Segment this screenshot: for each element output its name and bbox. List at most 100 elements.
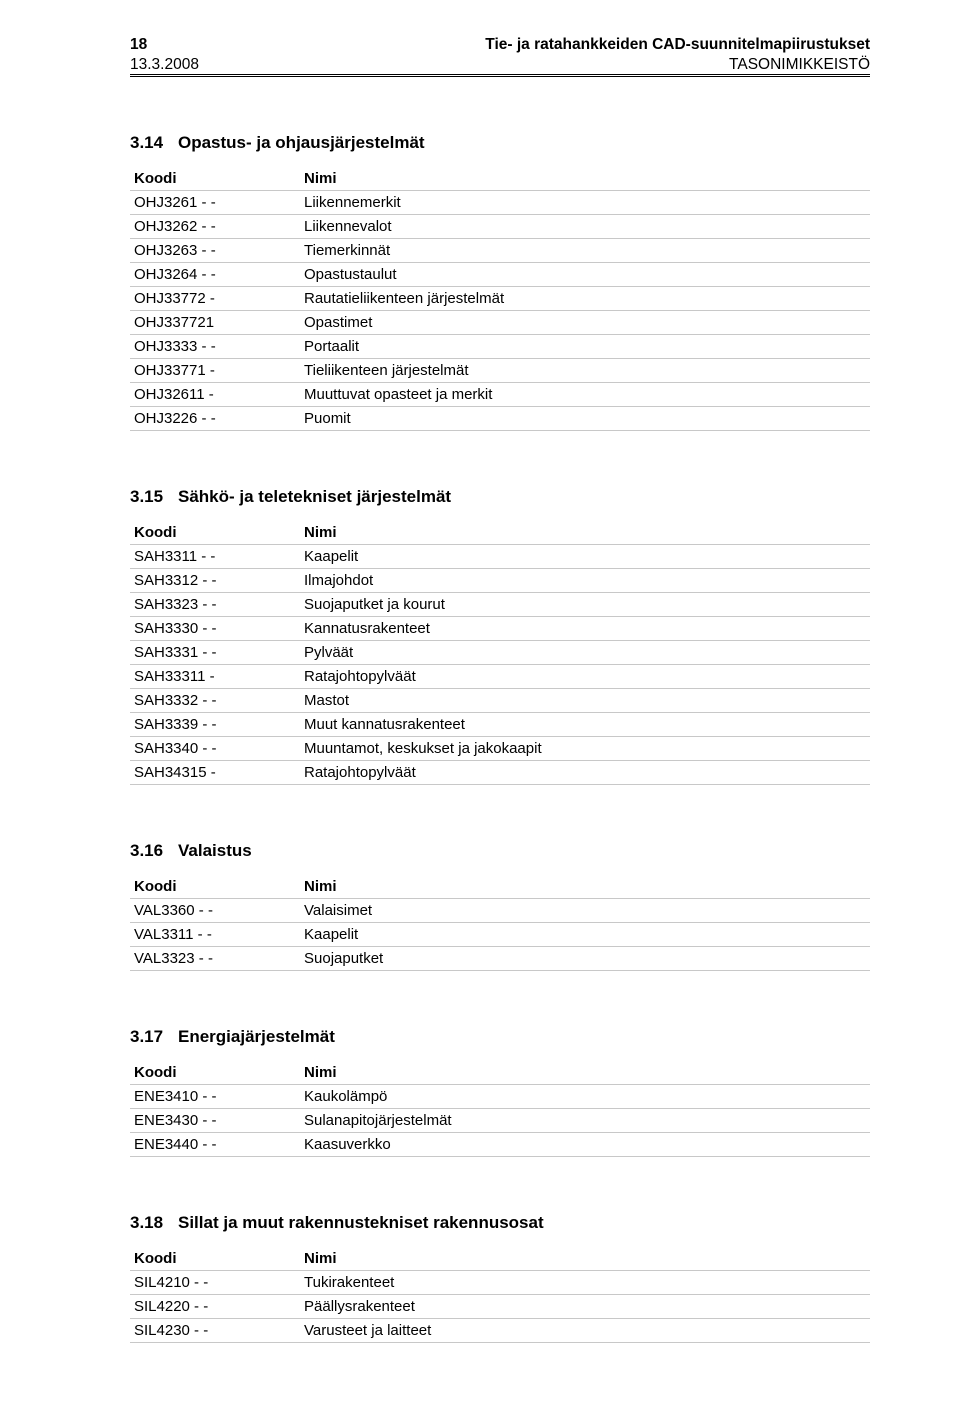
table-row: SAH3330 - -Kannatusrakenteet <box>130 617 870 641</box>
table-row: OHJ32611 -Muuttuvat opasteet ja merkit <box>130 383 870 407</box>
cell-name: Puomit <box>300 407 870 431</box>
cell-name: Muuntamot, keskukset ja jakokaapit <box>300 737 870 761</box>
codes-table: KoodiNimiSAH3311 - -KaapelitSAH3312 - -I… <box>130 521 870 785</box>
table-row: SAH34315 -Ratajohtopylväät <box>130 761 870 785</box>
table-row: OHJ33772 -Rautatieliikenteen järjestelmä… <box>130 287 870 311</box>
section-heading: 3.17Energiajärjestelmät <box>130 1027 870 1047</box>
cell-code: OHJ3261 - - <box>130 191 300 215</box>
cell-code: OHJ337721 <box>130 311 300 335</box>
cell-code: VAL3360 - - <box>130 899 300 923</box>
cell-name: Mastot <box>300 689 870 713</box>
table-row: SIL4220 - -Päällysrakenteet <box>130 1295 870 1319</box>
section-heading: 3.15Sähkö- ja teletekniset järjestelmät <box>130 487 870 507</box>
cell-name: Muuttuvat opasteet ja merkit <box>300 383 870 407</box>
cell-code: SAH3339 - - <box>130 713 300 737</box>
cell-name: Pylväät <box>300 641 870 665</box>
doc-subtitle: TASONIMIKKEISTÖ <box>729 56 870 74</box>
doc-title: Tie- ja ratahankkeiden CAD-suunnitelmapi… <box>167 36 870 54</box>
col-header-name: Nimi <box>300 875 870 899</box>
cell-code: OHJ33771 - <box>130 359 300 383</box>
table-row: SAH33311 -Ratajohtopylväät <box>130 665 870 689</box>
cell-name: Liikennemerkit <box>300 191 870 215</box>
table-row: SAH3311 - -Kaapelit <box>130 545 870 569</box>
table-row: OHJ3226 - -Puomit <box>130 407 870 431</box>
section-title-text: Energiajärjestelmät <box>178 1027 335 1046</box>
page: 18 Tie- ja ratahankkeiden CAD-suunnitelm… <box>0 0 960 1403</box>
cell-code: SAH3323 - - <box>130 593 300 617</box>
table-row: SAH3331 - -Pylväät <box>130 641 870 665</box>
table-row: SAH3340 - -Muuntamot, keskukset ja jakok… <box>130 737 870 761</box>
page-header-line2: 13.3.2008 TASONIMIKKEISTÖ <box>130 56 870 74</box>
col-header-code: Koodi <box>130 521 300 545</box>
table-row: SIL4210 - -Tukirakenteet <box>130 1271 870 1295</box>
cell-code: OHJ32611 - <box>130 383 300 407</box>
cell-code: OHJ3263 - - <box>130 239 300 263</box>
cell-code: SAH3340 - - <box>130 737 300 761</box>
cell-code: OHJ3264 - - <box>130 263 300 287</box>
section-number: 3.16 <box>130 841 178 861</box>
cell-name: Ratajohtopylväät <box>300 665 870 689</box>
col-header-code: Koodi <box>130 167 300 191</box>
cell-code: OHJ3226 - - <box>130 407 300 431</box>
cell-code: ENE3440 - - <box>130 1133 300 1157</box>
col-header-code: Koodi <box>130 875 300 899</box>
table-row: ENE3440 - -Kaasuverkko <box>130 1133 870 1157</box>
section-heading: 3.14Opastus- ja ohjausjärjestelmät <box>130 133 870 153</box>
col-header-code: Koodi <box>130 1247 300 1271</box>
cell-name: Varusteet ja laitteet <box>300 1319 870 1343</box>
page-number: 18 <box>130 36 147 54</box>
cell-code: VAL3311 - - <box>130 923 300 947</box>
table-row: VAL3360 - -Valaisimet <box>130 899 870 923</box>
col-header-code: Koodi <box>130 1061 300 1085</box>
cell-name: Ratajohtopylväät <box>300 761 870 785</box>
cell-code: VAL3323 - - <box>130 947 300 971</box>
section-number: 3.15 <box>130 487 178 507</box>
table-header-row: KoodiNimi <box>130 167 870 191</box>
page-header: 18 Tie- ja ratahankkeiden CAD-suunnitelm… <box>130 36 870 54</box>
table-row: OHJ3263 - -Tiemerkinnät <box>130 239 870 263</box>
codes-table: KoodiNimiVAL3360 - -ValaisimetVAL3311 - … <box>130 875 870 971</box>
sections-container: 3.14Opastus- ja ohjausjärjestelmätKoodiN… <box>130 133 870 1343</box>
cell-code: ENE3430 - - <box>130 1109 300 1133</box>
cell-code: SIL4210 - - <box>130 1271 300 1295</box>
cell-code: OHJ3262 - - <box>130 215 300 239</box>
cell-name: Kaapelit <box>300 923 870 947</box>
doc-date: 13.3.2008 <box>130 56 199 74</box>
col-header-name: Nimi <box>300 521 870 545</box>
section-number: 3.18 <box>130 1213 178 1233</box>
cell-name: Liikennevalot <box>300 215 870 239</box>
cell-name: Kaapelit <box>300 545 870 569</box>
table-row: OHJ3333 - -Portaalit <box>130 335 870 359</box>
cell-name: Kaasuverkko <box>300 1133 870 1157</box>
codes-table: KoodiNimiSIL4210 - -TukirakenteetSIL4220… <box>130 1247 870 1343</box>
table-row: OHJ337721Opastimet <box>130 311 870 335</box>
table-row: OHJ3261 - -Liikennemerkit <box>130 191 870 215</box>
cell-code: OHJ3333 - - <box>130 335 300 359</box>
cell-name: Valaisimet <box>300 899 870 923</box>
cell-code: SAH33311 - <box>130 665 300 689</box>
cell-code: SAH3312 - - <box>130 569 300 593</box>
table-row: OHJ3264 - -Opastustaulut <box>130 263 870 287</box>
cell-name: Opastustaulut <box>300 263 870 287</box>
col-header-name: Nimi <box>300 1061 870 1085</box>
cell-code: SAH3331 - - <box>130 641 300 665</box>
table-header-row: KoodiNimi <box>130 875 870 899</box>
table-row: ENE3430 - -Sulanapitojärjestelmät <box>130 1109 870 1133</box>
cell-name: Sulanapitojärjestelmät <box>300 1109 870 1133</box>
section-title-text: Valaistus <box>178 841 252 860</box>
section-number: 3.14 <box>130 133 178 153</box>
section-number: 3.17 <box>130 1027 178 1047</box>
cell-name: Suojaputket <box>300 947 870 971</box>
table-row: OHJ33771 -Tieliikenteen järjestelmät <box>130 359 870 383</box>
table-header-row: KoodiNimi <box>130 1061 870 1085</box>
cell-code: OHJ33772 - <box>130 287 300 311</box>
cell-name: Päällysrakenteet <box>300 1295 870 1319</box>
cell-code: SIL4220 - - <box>130 1295 300 1319</box>
cell-name: Suojaputket ja kourut <box>300 593 870 617</box>
cell-name: Kannatusrakenteet <box>300 617 870 641</box>
cell-code: SIL4230 - - <box>130 1319 300 1343</box>
cell-code: SAH3332 - - <box>130 689 300 713</box>
header-rule <box>130 74 870 75</box>
cell-name: Rautatieliikenteen järjestelmät <box>300 287 870 311</box>
cell-name: Muut kannatusrakenteet <box>300 713 870 737</box>
